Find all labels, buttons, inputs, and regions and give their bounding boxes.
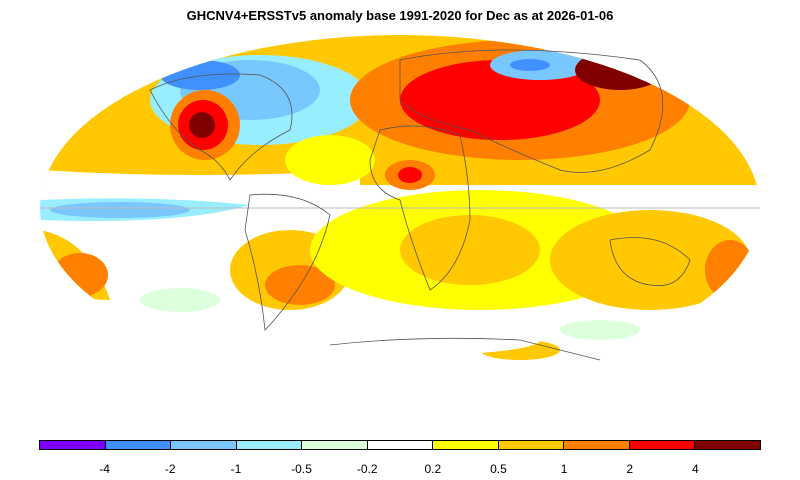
legend-tick-label: -0.2 xyxy=(356,462,378,476)
legend-swatch xyxy=(236,441,303,449)
legend-swatch xyxy=(564,441,630,449)
legend-swatch xyxy=(171,441,237,449)
legend-tick-label: 0.5 xyxy=(490,462,507,476)
legend-swatch xyxy=(302,441,368,449)
legend-tick-label: 4 xyxy=(692,462,699,476)
legend-tick-label: -4 xyxy=(99,462,110,476)
legend-swatch xyxy=(629,441,696,449)
coastlines xyxy=(149,49,691,361)
legend-tick-label: -0.5 xyxy=(291,462,312,476)
legend-swatch xyxy=(695,441,761,449)
legend-tick-label: 2 xyxy=(626,462,634,476)
legend-tick-label: -2 xyxy=(164,462,176,476)
legend-tick-label: 1 xyxy=(560,462,568,476)
legend-swatch xyxy=(433,441,499,449)
legend-swatch xyxy=(498,441,565,449)
legend-tick-label: 0.2 xyxy=(424,462,442,476)
legend-swatch xyxy=(105,441,172,449)
legend-swatch xyxy=(367,441,434,449)
map-title: GHCNV4+ERSSTv5 anomaly base 1991-2020 fo… xyxy=(186,8,614,23)
legend-tick-label: -1 xyxy=(230,462,242,476)
color-legend xyxy=(39,440,761,450)
legend-swatch xyxy=(40,441,106,449)
